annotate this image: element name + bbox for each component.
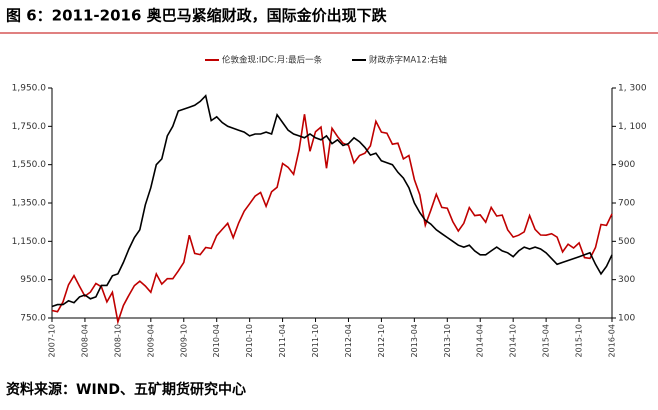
legend-label: 财政赤字MA12:右轴 <box>369 55 447 66</box>
x-tick-label: 2012-04 <box>344 324 353 357</box>
x-tick-label: 2010-04 <box>212 324 221 357</box>
legend-label: 伦敦金现:IDC:月:最后一条 <box>222 55 323 66</box>
x-tick-label: 2009-10 <box>179 324 188 357</box>
y-tick-label: 1,950.0 <box>12 84 47 94</box>
x-tick-label: 2011-04 <box>278 324 287 357</box>
x-tick-label: 2014-04 <box>476 324 485 357</box>
x-tick-label: 2016-04 <box>608 324 617 357</box>
y-tick-label: 750.0 <box>20 314 46 324</box>
y2-tick-label: 1, 100 <box>618 122 647 132</box>
y2-tick-label: 500 <box>618 237 635 247</box>
x-tick-label: 2012-10 <box>377 324 386 357</box>
chart-title: 图 6：2011-2016 奥巴马紧缩财政，国际金价出现下跌 <box>6 7 388 25</box>
y2-tick-label: 100 <box>618 314 635 324</box>
y-tick-label: 1,550.0 <box>12 160 47 170</box>
x-tick-label: 2014-10 <box>509 324 518 357</box>
y2-tick-label: 900 <box>618 160 635 170</box>
x-tick-label: 2013-10 <box>443 324 452 357</box>
y-tick-label: 1,150.0 <box>12 237 47 247</box>
x-tick-label: 2013-04 <box>410 324 419 357</box>
x-tick-label: 2015-04 <box>542 324 551 357</box>
x-tick-label: 2009-04 <box>146 324 155 357</box>
y2-tick-label: 300 <box>618 275 635 285</box>
x-tick-label: 2008-04 <box>80 324 89 357</box>
series-line <box>51 114 613 325</box>
y2-tick-label: 1, 300 <box>618 84 647 94</box>
y-tick-label: 950.0 <box>20 275 46 285</box>
x-tick-label: 2010-10 <box>245 324 254 357</box>
x-tick-label: 2011-10 <box>311 324 320 357</box>
y-tick-label: 1,750.0 <box>12 122 47 132</box>
x-tick-label: 2015-10 <box>575 324 584 357</box>
series-line <box>51 94 613 308</box>
source-note: 资料来源：WIND、五矿期货研究中心 <box>6 381 246 398</box>
x-tick-label: 2007-10 <box>48 324 57 357</box>
x-tick-label: 2008-10 <box>113 324 122 357</box>
y2-tick-label: 700 <box>618 199 635 209</box>
y-tick-label: 1,350.0 <box>12 199 47 209</box>
